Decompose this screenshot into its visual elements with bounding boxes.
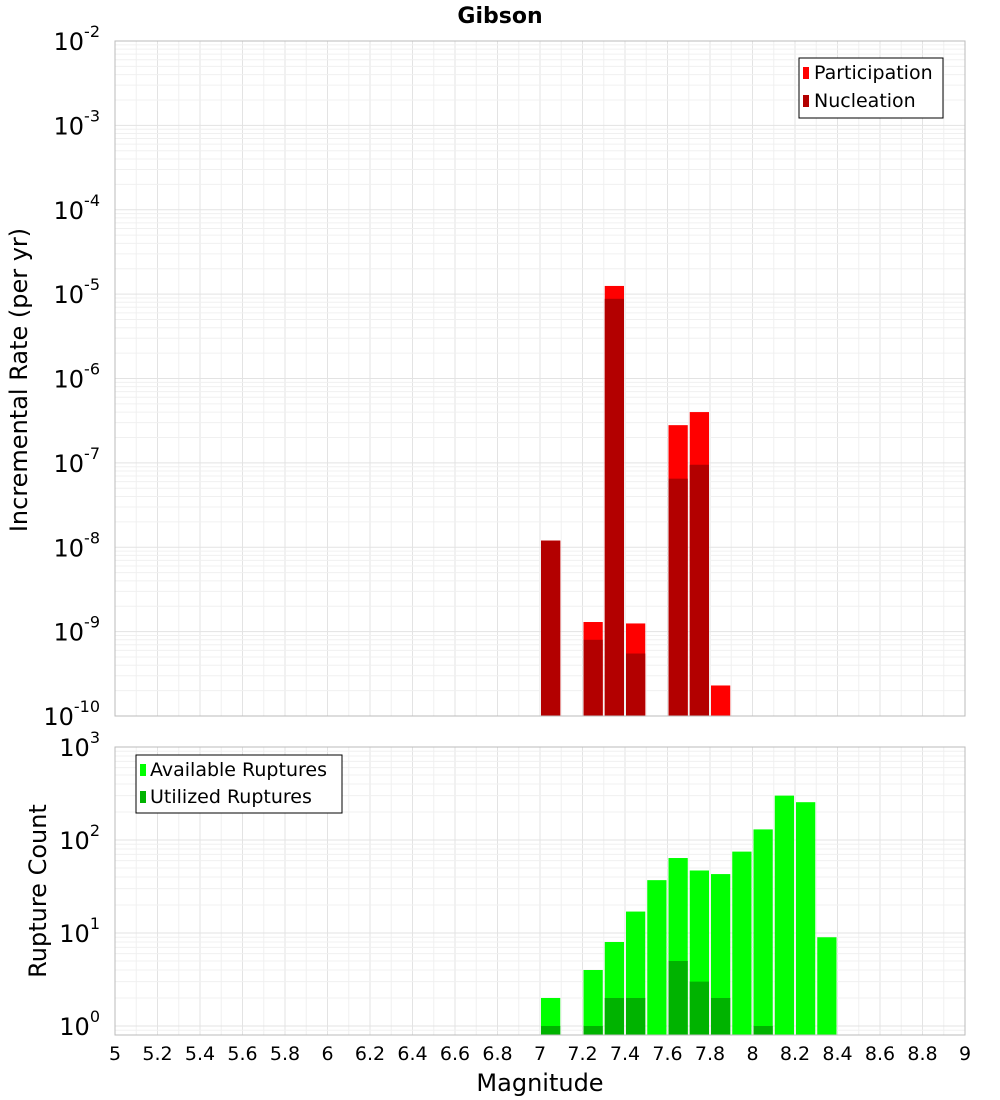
count-bar-a-8.05 bbox=[753, 829, 773, 1035]
top-legend-box bbox=[798, 57, 944, 119]
count-bar-b-7.75 bbox=[689, 981, 709, 1035]
rate-bar-b-7.35 bbox=[604, 298, 624, 716]
bottom-bars bbox=[541, 795, 837, 1035]
top-plot-frame bbox=[114, 40, 966, 717]
count-bar-a-8.25 bbox=[796, 802, 816, 1035]
x-tick-label: 5.6 bbox=[227, 1043, 257, 1065]
x-tick-label: 8.2 bbox=[780, 1043, 810, 1065]
count-bar-b-7.85 bbox=[711, 997, 731, 1035]
chart-title: Gibson bbox=[457, 4, 542, 29]
y-tick-label: 100 bbox=[59, 1007, 100, 1041]
y-tick-label: 10-5 bbox=[54, 275, 101, 309]
legend-available-label: Available Ruptures bbox=[150, 759, 327, 781]
x-tick-label: 5 bbox=[109, 1043, 121, 1065]
legend-participation-label: Participation bbox=[814, 62, 933, 84]
count-bar-b-7.35 bbox=[604, 997, 624, 1035]
count-bar-b-7.05 bbox=[541, 1025, 561, 1035]
x-tick-label: 5.2 bbox=[142, 1043, 172, 1065]
count-bar-a-7.95 bbox=[732, 851, 752, 1035]
count-bar-a-8.15 bbox=[774, 795, 794, 1035]
count-bar-a-7.55 bbox=[647, 880, 667, 1035]
legend-available-swatch bbox=[140, 764, 146, 776]
bottom-plot-frame bbox=[114, 746, 966, 1036]
count-bar-b-7.25 bbox=[583, 1025, 603, 1035]
bottom-panel: 103 102 101 100 5 5.2 5.4 5.6 5.8 6 6.2 6.4 6.6 6.8 7… bbox=[24, 728, 971, 1097]
x-tick-label: 6.8 bbox=[482, 1043, 512, 1065]
y-tick-label: 10-9 bbox=[54, 613, 101, 647]
top-y-ticks: 10-2 10-3 10-4 10-5 10-6 10-7 10-8 10-9 10-10 bbox=[43, 22, 100, 731]
bottom-legend-box bbox=[135, 754, 343, 814]
y-tick-label: 10-6 bbox=[54, 360, 101, 394]
x-tick-label: 7.4 bbox=[610, 1043, 640, 1065]
x-axis-label: Magnitude bbox=[476, 1069, 603, 1097]
top-legend: Participation Nucleation bbox=[798, 57, 944, 119]
x-tick-label: 7.2 bbox=[567, 1043, 597, 1065]
x-tick-label: 5.4 bbox=[185, 1043, 215, 1065]
bottom-legend: Available Ruptures Utilized Ruptures bbox=[135, 754, 343, 814]
y-tick-label: 101 bbox=[59, 914, 100, 948]
y-tick-label: 10-7 bbox=[54, 444, 101, 478]
y-tick-label: 10-8 bbox=[54, 528, 101, 562]
x-tick-label: 7.8 bbox=[695, 1043, 725, 1065]
count-bar-b-7.65 bbox=[668, 960, 688, 1035]
x-tick-label: 7 bbox=[534, 1043, 546, 1065]
legend-nucleation-label: Nucleation bbox=[814, 90, 916, 112]
x-tick-label: 8 bbox=[746, 1043, 758, 1065]
x-tick-label: 8.4 bbox=[822, 1043, 852, 1065]
top-y-axis-label: Incremental Rate (per yr) bbox=[5, 228, 33, 532]
x-tick-label: 8.8 bbox=[907, 1043, 937, 1065]
top-panel: 10-2 10-3 10-4 10-5 10-6 10-7 10-8 10-9 10-10 In… bbox=[5, 22, 966, 731]
y-tick-label: 10-4 bbox=[54, 191, 101, 225]
count-bar-a-7.25 bbox=[583, 970, 603, 1035]
legend-participation-swatch bbox=[803, 67, 809, 79]
y-tick-label: 10-10 bbox=[43, 697, 100, 731]
x-tick-label: 6 bbox=[321, 1043, 333, 1065]
x-tick-label: 5.8 bbox=[270, 1043, 300, 1065]
x-tick-label: 6.2 bbox=[355, 1043, 385, 1065]
count-bar-b-8.05 bbox=[753, 1025, 773, 1035]
legend-utilized-swatch bbox=[140, 791, 146, 803]
y-tick-label: 10-2 bbox=[54, 22, 101, 56]
x-tick-label: 6.4 bbox=[397, 1043, 427, 1065]
x-tick-label: 7.6 bbox=[652, 1043, 682, 1065]
legend-utilized-label: Utilized Ruptures bbox=[150, 786, 312, 808]
y-tick-label: 102 bbox=[59, 821, 100, 855]
x-tick-label: 6.6 bbox=[440, 1043, 470, 1065]
bottom-y-ticks: 103 102 101 100 bbox=[59, 728, 100, 1041]
x-ticks: 5 5.2 5.4 5.6 5.8 6 6.2 6.4 6.6 6.8 7 7.2 7.4 7.6 7.8 8… bbox=[109, 1043, 971, 1065]
x-tick-label: 9 bbox=[959, 1043, 971, 1065]
count-bar-a-7.85 bbox=[711, 874, 731, 1035]
count-bar-a-7.05 bbox=[541, 997, 561, 1035]
count-bar-b-7.45 bbox=[626, 997, 646, 1035]
y-tick-label: 10-3 bbox=[54, 106, 101, 140]
rate-bar-b-7.45 bbox=[626, 653, 646, 716]
rate-bar-b-7.25 bbox=[583, 639, 603, 716]
top-bars bbox=[541, 285, 731, 716]
rate-bar-b-7.75 bbox=[689, 464, 709, 716]
count-bar-a-8.35 bbox=[817, 937, 837, 1035]
y-tick-label: 103 bbox=[59, 728, 100, 762]
bottom-y-axis-label: Rupture Count bbox=[24, 804, 52, 978]
legend-nucleation-swatch bbox=[803, 95, 809, 107]
top-grid bbox=[114, 40, 966, 717]
rate-bar-b-7.65 bbox=[668, 478, 688, 716]
rate-bar-b-7.05 bbox=[541, 540, 561, 716]
x-tick-label: 8.6 bbox=[865, 1043, 895, 1065]
rate-bar-a-7.85 bbox=[711, 685, 731, 716]
